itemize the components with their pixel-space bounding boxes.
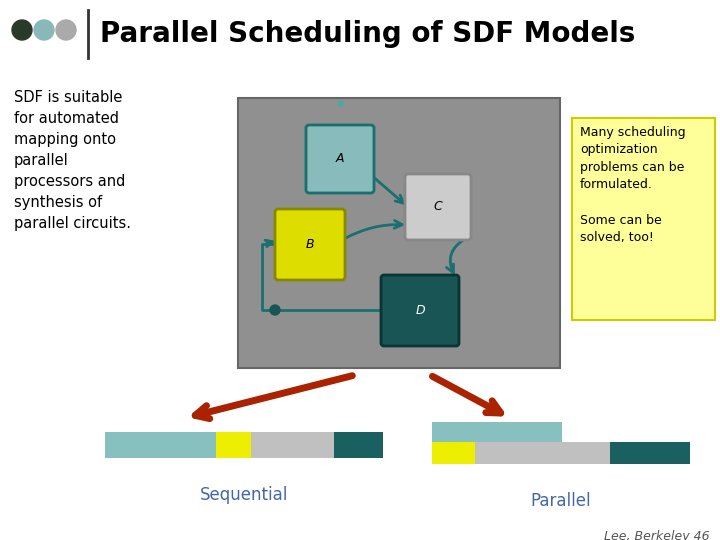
FancyBboxPatch shape [381,275,459,346]
Bar [334,432,383,458]
Bar [216,432,251,458]
FancyBboxPatch shape [275,209,345,280]
Text: SDF is suitable
for automated
mapping onto
parallel
processors and
synthesis of
: SDF is suitable for automated mapping on… [14,90,131,231]
Text: C: C [433,200,442,213]
Bar [475,442,610,464]
Bar [432,422,562,444]
Circle shape [56,20,76,40]
Text: Sequential: Sequential [200,486,288,504]
FancyBboxPatch shape [306,125,374,193]
Circle shape [34,20,54,40]
Text: A: A [336,152,344,165]
Text: D: D [415,304,425,317]
Text: Parallel Scheduling of SDF Models: Parallel Scheduling of SDF Models [100,20,635,48]
Text: Lee, Berkeley 46: Lee, Berkeley 46 [604,530,710,540]
Bar [432,442,475,464]
Bar [572,118,715,320]
Bar [251,432,334,458]
Text: Parallel: Parallel [531,492,591,510]
Bar [610,442,690,464]
Bar [105,432,216,458]
Text: B: B [306,238,315,251]
Bar [238,98,560,368]
FancyBboxPatch shape [405,174,471,240]
Text: Many scheduling
optimization
problems can be
formulated.

Some can be
solved, to: Many scheduling optimization problems ca… [580,126,685,244]
Circle shape [12,20,32,40]
Circle shape [270,305,280,315]
